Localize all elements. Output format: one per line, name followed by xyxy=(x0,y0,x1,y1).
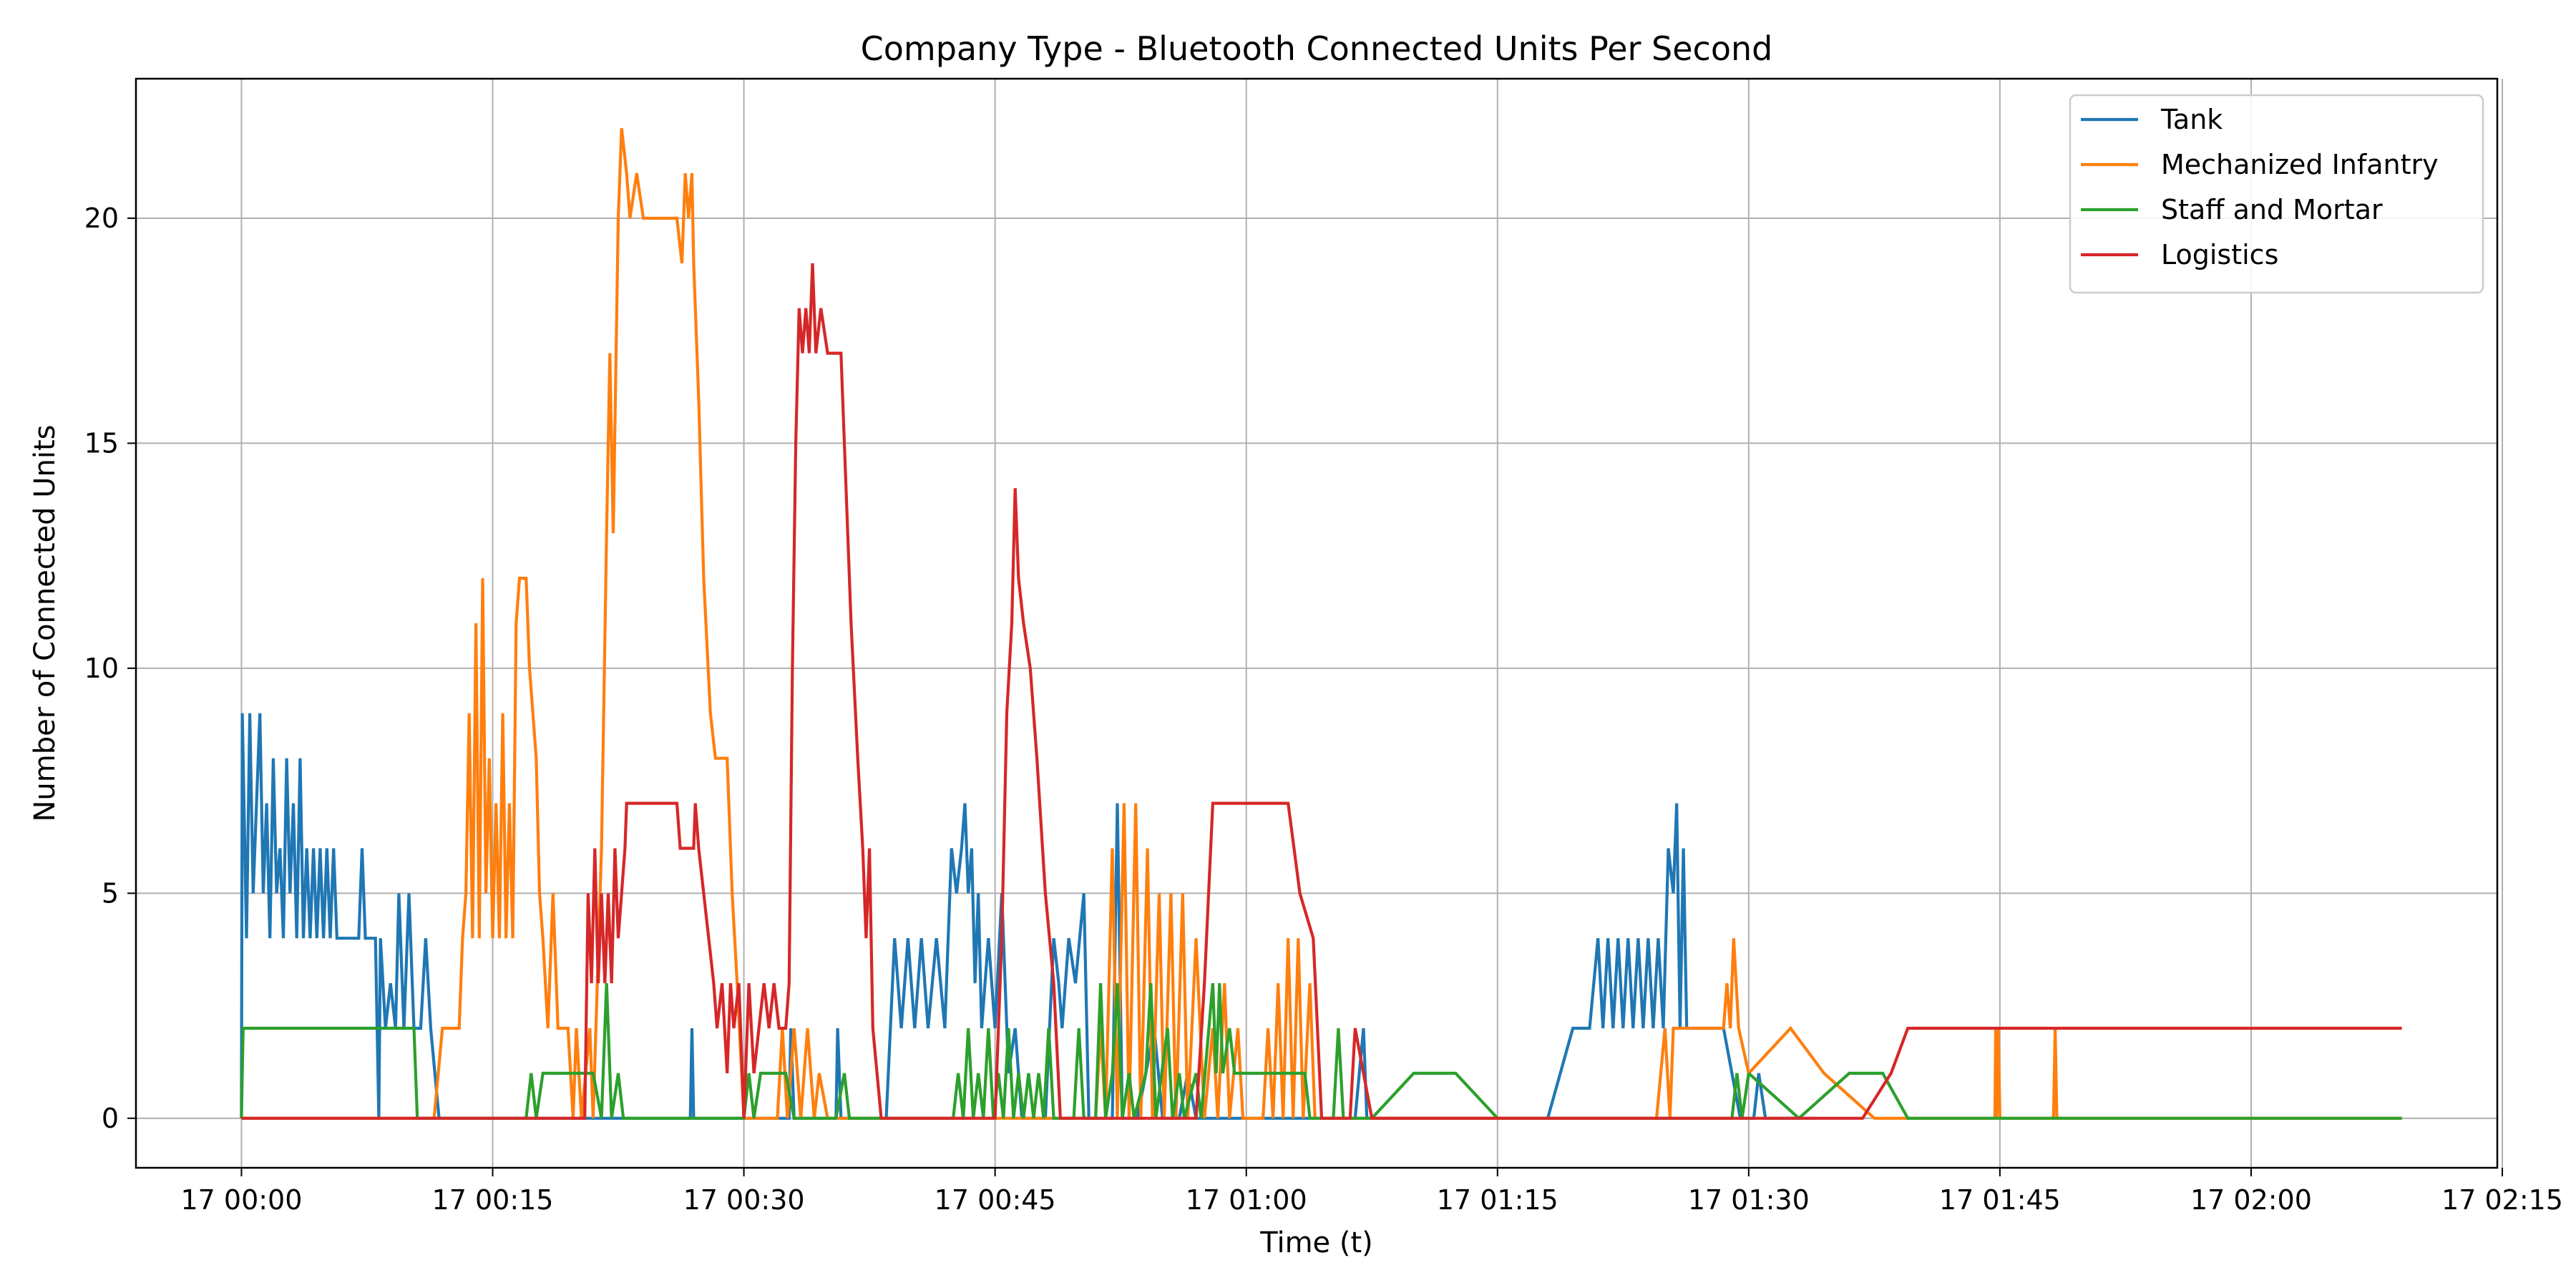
series-line-mechanized-infantry xyxy=(241,127,2402,1120)
y-tick-label: 0 xyxy=(102,1103,119,1134)
x-tick-label: 17 01:45 xyxy=(1939,1184,2061,1216)
x-tick-label: 17 00:30 xyxy=(683,1184,805,1216)
legend-label: Mechanized Infantry xyxy=(2161,149,2439,180)
x-axis-ticks: 17 00:00 17 00:15 17 00:30 17 00:45 17 01:00… xyxy=(180,1168,2563,1216)
y-axis-ticks: 0 5 10 15 20 xyxy=(84,203,136,1134)
x-tick-label: 17 01:00 xyxy=(1186,1184,1307,1216)
y-tick-label: 5 xyxy=(102,877,119,909)
series-lines xyxy=(240,127,2402,1121)
x-tick-label: 17 00:15 xyxy=(432,1184,554,1216)
legend: Tank Mechanized Infantry Staff and Mortar L… xyxy=(2069,94,2484,294)
x-tick-label: 17 01:30 xyxy=(1688,1184,1810,1216)
series-line-tank xyxy=(240,713,1816,1120)
y-tick-label: 10 xyxy=(84,653,119,684)
x-tick-label: 17 01:15 xyxy=(1437,1184,1558,1216)
x-tick-label: 17 00:00 xyxy=(180,1184,302,1216)
x-tick-label: 17 00:45 xyxy=(935,1184,1056,1216)
x-tick-label: 17 02:00 xyxy=(2190,1184,2312,1216)
x-tick-label: 17 02:15 xyxy=(2441,1184,2563,1216)
x-axis-label: Time (t) xyxy=(1259,1226,1373,1259)
chart-title: Company Type - Bluetooth Connected Units… xyxy=(861,29,1773,68)
legend-label: Logistics xyxy=(2161,239,2278,270)
y-tick-label: 15 xyxy=(84,427,119,459)
y-axis-label: Number of Connected Units xyxy=(29,424,62,821)
legend-label: Staff and Mortar xyxy=(2161,194,2383,225)
plot-frame xyxy=(135,77,2499,1169)
legend-box xyxy=(2069,94,2484,294)
legend-label: Tank xyxy=(2160,104,2223,135)
series-line-logistics xyxy=(241,263,2402,1120)
y-tick-label: 20 xyxy=(84,203,119,234)
